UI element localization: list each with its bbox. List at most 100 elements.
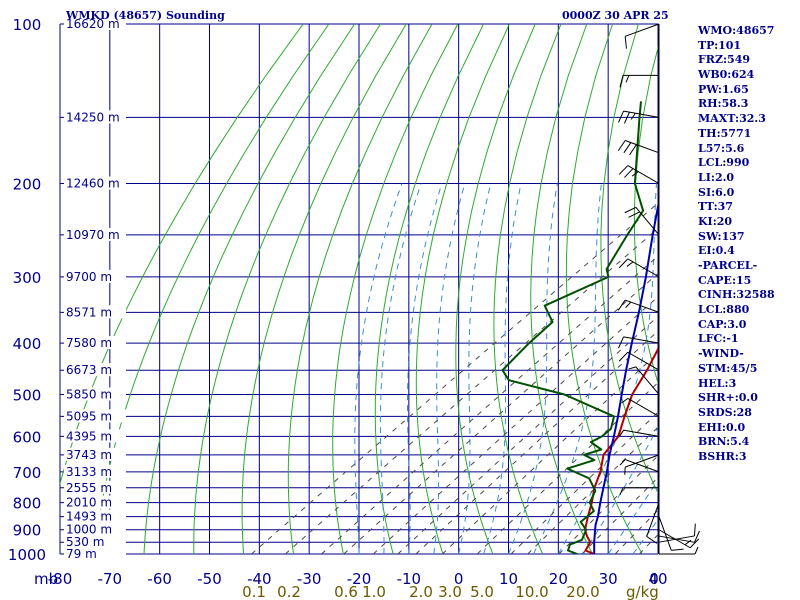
height-label: 3743 m <box>66 448 112 462</box>
moist-adiabat-line <box>407 183 443 554</box>
wind-barb-staff <box>625 299 660 313</box>
height-label-bg <box>64 387 126 401</box>
wind-barb <box>624 206 660 236</box>
mixing-ratio-tick-label: 10.0 <box>515 583 548 600</box>
sounding-index-value: MAXT:32.3 <box>698 112 766 126</box>
temperature-tick-label: 20 <box>549 570 568 588</box>
pressure-tick-label: 400 <box>13 335 42 353</box>
height-label: 5850 m <box>66 387 112 401</box>
mixing-ratio-line <box>441 352 658 554</box>
mixing-ratio-line <box>581 476 658 554</box>
dry-adiabat-line <box>493 24 562 554</box>
moist-adiabat-line <box>458 183 492 554</box>
mixing-ratio-tick-label: 5.0 <box>470 583 494 600</box>
height-label: 1000 m <box>66 523 112 537</box>
sounding-index-value: TP:101 <box>698 38 742 52</box>
wind-barb <box>621 397 660 417</box>
dry-adiabat-line <box>241 24 407 554</box>
observation-time: 0000Z 30 APR 25 <box>562 9 669 22</box>
height-label: 79 m <box>66 547 97 561</box>
height-label-bg <box>64 227 126 241</box>
wind-barb-flag <box>629 144 637 156</box>
wind-barb <box>628 366 660 395</box>
sounding-index-value: SHR+:0.0 <box>698 391 758 405</box>
wind-barb <box>624 23 660 49</box>
wind-barb <box>619 74 659 88</box>
moist-adiabat-line <box>557 183 657 554</box>
height-label-bg <box>64 409 126 423</box>
wind-barb-flag <box>618 429 624 437</box>
height-label-bg <box>64 305 126 319</box>
wind-barb-flag <box>618 258 629 269</box>
moist-adiabat-line <box>532 183 602 554</box>
wind-barb <box>646 502 660 544</box>
dry-adiabat-line <box>287 24 433 554</box>
wind-barb-flag <box>671 548 684 551</box>
pressure-tick-label: 900 <box>13 522 42 540</box>
moist-adiabat-line <box>582 425 658 554</box>
dry-adiabat-line <box>455 24 536 554</box>
mixing-ratio-tick-label: 20.0 <box>566 583 599 600</box>
pressure-tick-label: 1000 <box>8 546 46 564</box>
sounding-index-value: WMO:48657 <box>698 24 775 37</box>
dry-adiabat-line <box>415 24 510 554</box>
height-label-bg <box>64 363 126 377</box>
temperature-tick-label: 30 <box>599 570 618 588</box>
height-label-bg <box>64 464 126 478</box>
wind-barb-staff <box>658 529 691 549</box>
pressure-unit-label: mb <box>34 570 58 588</box>
wind-barb-flag <box>618 336 625 349</box>
sounding-index-value: CAP:3.0 <box>698 317 747 331</box>
wind-barb-staff <box>625 23 660 37</box>
moist-adiabat-line <box>508 183 558 554</box>
temperature-tick-label: -10 <box>397 570 422 588</box>
height-label: 6673 m <box>66 363 112 377</box>
mixing-ratio-line <box>510 411 658 554</box>
sounding-index-value: STM:45/5 <box>698 361 758 375</box>
temperature-tick-label: 10 <box>499 570 518 588</box>
sounding-index-value: -PARCEL- <box>698 259 758 272</box>
height-label: 2010 m <box>66 496 112 510</box>
height-label-bg <box>64 547 126 560</box>
stability-indices-panel: WMO:48657 TP:101 FRZ:549 WB0:624 PW:1.65 RH:5… <box>698 24 775 465</box>
pressure-tick-label: 100 <box>13 16 42 34</box>
height-label: 2555 m <box>66 481 112 495</box>
dry-adiabat-line <box>633 45 658 385</box>
sounding-index-value: LCL:990 <box>698 156 750 170</box>
mixing-ratio-line <box>614 509 658 554</box>
temperature-tick-label: -40 <box>247 570 272 588</box>
mixing-ratio-line <box>251 202 658 554</box>
height-label: 4395 m <box>66 429 112 443</box>
temperature-tick-label: 0 <box>454 570 464 588</box>
wind-barb-flag <box>619 459 626 466</box>
moist-adiabat-line <box>433 183 466 554</box>
height-label-bg <box>64 495 126 509</box>
wind-barb-flag <box>694 546 699 555</box>
height-label: 3133 m <box>66 465 112 479</box>
wind-barb <box>658 516 684 551</box>
sounding-index-value: WB0:624 <box>698 68 755 82</box>
wind-barb <box>619 487 659 495</box>
wind-barb-flag <box>631 171 639 177</box>
wind-barb-flag <box>646 536 658 544</box>
wind-barb-flag <box>618 110 625 123</box>
height-label-bg <box>64 429 126 443</box>
wind-barb-flag <box>693 530 700 543</box>
moist-adiabat-line <box>483 183 522 554</box>
moist-adiabat-line <box>354 183 403 554</box>
height-label-bg <box>64 535 126 549</box>
height-label: 1493 m <box>66 510 112 524</box>
sounding-index-value: CINH:32588 <box>698 288 775 302</box>
wind-barb-staff <box>625 454 660 468</box>
wind-barb-staff <box>627 351 660 371</box>
dewpoint-line <box>501 101 645 554</box>
wind-barb-staff <box>623 110 660 118</box>
wind-barb-staff <box>635 366 660 395</box>
wind-barb-staff <box>627 397 660 417</box>
height-label: 12460 m <box>66 177 120 191</box>
pressure-tick-label: 600 <box>13 428 42 446</box>
wind-barb-flag <box>623 111 630 124</box>
moist-adiabat-line <box>379 183 422 554</box>
height-label-bg <box>64 17 126 30</box>
